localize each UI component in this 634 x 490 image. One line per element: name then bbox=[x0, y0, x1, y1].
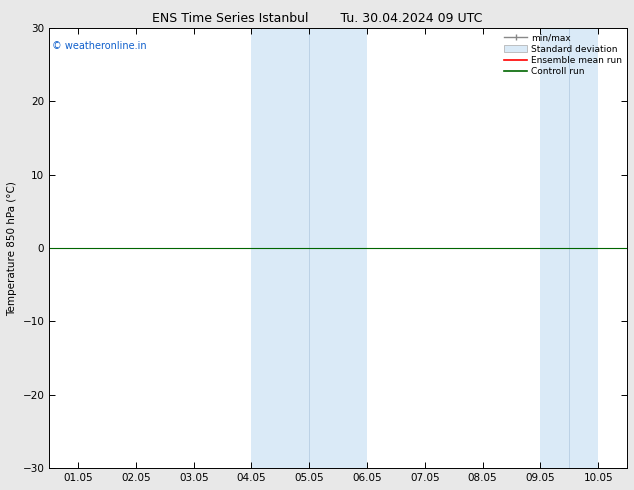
Bar bbox=[540, 28, 569, 468]
Legend: min/max, Standard deviation, Ensemble mean run, Controll run: min/max, Standard deviation, Ensemble me… bbox=[501, 30, 625, 80]
Y-axis label: Temperature 850 hPa (°C): Temperature 850 hPa (°C) bbox=[7, 181, 17, 316]
Bar bbox=[569, 28, 598, 468]
Bar bbox=[309, 28, 367, 468]
Text: ENS Time Series Istanbul        Tu. 30.04.2024 09 UTC: ENS Time Series Istanbul Tu. 30.04.2024 … bbox=[152, 12, 482, 25]
Bar bbox=[252, 28, 309, 468]
Text: © weatheronline.in: © weatheronline.in bbox=[52, 41, 146, 51]
